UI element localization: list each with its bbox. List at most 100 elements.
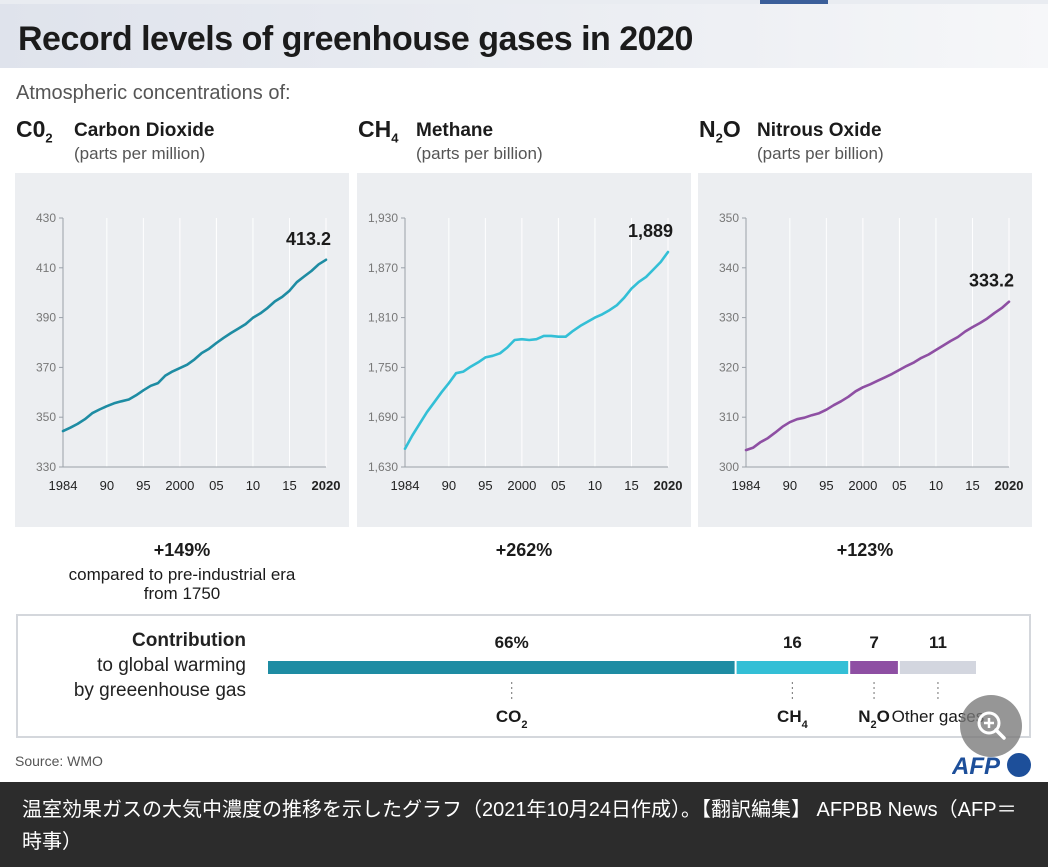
n2o-x-tick-label: 15 — [965, 478, 979, 493]
ch4-formula: CH4 — [358, 116, 399, 146]
contribution-box: Contribution to global warming by greeen… — [16, 614, 1031, 738]
contribution-label: Contribution to global warming by greeen… — [38, 628, 246, 703]
zoom-button[interactable] — [960, 695, 1022, 757]
contribution-category-ch4: CH4 — [777, 707, 809, 731]
contribution-value-co2: 66% — [495, 633, 529, 652]
photo-caption: 温室効果ガスの大気中濃度の推移を示したグラフ（2021年10月24日作成）。【翻… — [0, 782, 1048, 867]
co2-end-value-label: 413.2 — [286, 229, 331, 249]
ch4-x-tick-label: 2020 — [654, 478, 683, 493]
contribution-value-other: 11 — [929, 633, 947, 652]
ch4-y-tick-label: 1,690 — [368, 410, 398, 424]
source-note: Source: WMO — [15, 753, 103, 769]
contribution-bar-co2 — [268, 661, 735, 674]
co2-x-tick-label: 10 — [246, 478, 260, 493]
ch4-header: CH4 Methane (parts per billion) — [358, 116, 688, 166]
co2-change-pct: +149% — [153, 540, 211, 560]
co2-x-tick-label: 2020 — [312, 478, 341, 493]
co2-x-tick-label: 15 — [282, 478, 296, 493]
n2o-x-tick-label: 1984 — [732, 478, 761, 493]
n2o-x-tick-label: 05 — [892, 478, 906, 493]
top-strip-accent — [760, 0, 828, 4]
top-strip — [0, 0, 1048, 4]
contribution-bar-n2o — [850, 661, 898, 674]
n2o-formula: N2O — [699, 116, 741, 146]
contribution-label-bold: Contribution — [132, 630, 246, 651]
ch4-y-tick-label: 1,870 — [368, 261, 398, 275]
n2o-x-tick-label: 2020 — [995, 478, 1024, 493]
ch4-y-tick-label: 1,930 — [368, 211, 398, 225]
co2-x-tick-label: 1984 — [49, 478, 78, 493]
afp-logo-dot — [1007, 753, 1031, 777]
contribution-label-line2: to global warming — [97, 655, 246, 676]
ch4-change: +262% — [357, 540, 691, 565]
contribution-value-n2o: 7 — [869, 633, 878, 652]
co2-header: C02 Carbon Dioxide (parts per million) — [16, 116, 346, 166]
n2o-change: +123% — [698, 540, 1032, 565]
title-band: Record levels of greenhouse gases in 202… — [0, 4, 1048, 68]
ch4-x-tick-label: 2000 — [507, 478, 536, 493]
n2o-y-tick-label: 320 — [719, 360, 739, 374]
co2-unit: (parts per million) — [74, 144, 206, 163]
n2o-change-pct: +123% — [836, 540, 894, 560]
co2-y-tick-label: 410 — [36, 261, 56, 275]
contribution-value-ch4: 16 — [783, 633, 802, 652]
afp-logo-text: AFP — [952, 753, 1001, 780]
n2o-header: N2O Nitrous Oxide (parts per billion) — [699, 116, 1029, 166]
n2o-y-tick-label: 330 — [719, 311, 739, 325]
ch4-y-tick-label: 1,810 — [368, 311, 398, 325]
co2-chart-panel: 1984 90 95 2000 05 10 15 2020 330 350 370 390 410 430… — [15, 173, 349, 527]
contribution-category-n2o: N2O — [858, 707, 890, 731]
ch4-change-pct: +262% — [495, 540, 553, 560]
n2o-series-line — [744, 300, 1011, 452]
ch4-name: Methane — [416, 120, 494, 141]
n2o-y-tick-label: 350 — [719, 211, 739, 225]
n2o-chart-panel: 1984 90 95 2000 05 10 15 2020 300 310 320 330 340 350… — [698, 173, 1032, 527]
co2-y-tick-label: 370 — [36, 360, 56, 374]
co2-y-tick-label: 430 — [36, 211, 56, 225]
n2o-y-tick-label: 340 — [719, 261, 739, 275]
chart-title: Record levels of greenhouse gases in 202… — [18, 20, 693, 58]
contribution-label-line3: by greeenhouse gas — [73, 680, 246, 701]
ch4-y-tick-label: 1,750 — [368, 360, 398, 374]
caption-text: 温室効果ガスの大気中濃度の推移を示したグラフ（2021年10月24日作成）。【翻… — [22, 799, 1017, 853]
co2-formula: C02 — [16, 116, 53, 146]
ch4-x-tick-label: 10 — [588, 478, 602, 493]
n2o-x-tick-label: 95 — [819, 478, 833, 493]
n2o-name: Nitrous Oxide — [757, 120, 882, 141]
n2o-end-value-label: 333.2 — [969, 271, 1014, 291]
zoom-in-icon — [977, 711, 1006, 740]
ch4-x-tick-label: 90 — [442, 478, 456, 493]
contribution-bar-other — [899, 661, 976, 674]
ch4-unit: (parts per billion) — [416, 144, 543, 163]
co2-change-note: compared to pre-industrial era from 1750 — [68, 565, 296, 603]
ch4-x-tick-label: 95 — [478, 478, 492, 493]
co2-x-tick-label: 05 — [209, 478, 223, 493]
afp-logo: AFP — [952, 753, 1031, 780]
chart-subtitle: Atmospheric concentrations of: — [16, 82, 291, 104]
co2-y-tick-label: 350 — [36, 410, 56, 424]
ch4-y-tick-label: 1,630 — [368, 460, 398, 474]
co2-line-chart: 1984 90 95 2000 05 10 15 2020 330 350 370 390 410 430… — [36, 211, 341, 493]
n2o-x-tick-label: 10 — [929, 478, 943, 493]
n2o-y-tick-label: 300 — [719, 460, 739, 474]
co2-series-line — [61, 258, 328, 433]
ch4-x-tick-label: 1984 — [391, 478, 420, 493]
n2o-x-tick-label: 90 — [783, 478, 797, 493]
co2-y-tick-label: 330 — [36, 460, 56, 474]
n2o-line-chart: 1984 90 95 2000 05 10 15 2020 300 310 320 330 340 350… — [719, 211, 1024, 493]
contribution-category-co2: CO2 — [496, 707, 528, 731]
contribution-bar-ch4 — [736, 661, 849, 674]
ch4-chart-panel: 1984 90 95 2000 05 10 15 2020 1,630 1,690 1,750 1,8… — [357, 173, 691, 527]
ch4-x-tick-label: 15 — [624, 478, 638, 493]
co2-x-tick-label: 95 — [136, 478, 150, 493]
co2-change: +149% compared to pre-industrial era fro… — [15, 540, 349, 603]
co2-x-tick-label: 2000 — [165, 478, 194, 493]
co2-y-tick-label: 390 — [36, 311, 56, 325]
ch4-end-value-label: 1,889 — [628, 221, 673, 241]
ch4-x-tick-label: 05 — [551, 478, 565, 493]
n2o-x-tick-label: 2000 — [848, 478, 877, 493]
n2o-unit: (parts per billion) — [757, 144, 884, 163]
n2o-y-tick-label: 310 — [719, 410, 739, 424]
ch4-line-chart: 1984 90 95 2000 05 10 15 2020 1,630 1,690 1,750 1,8… — [368, 211, 683, 493]
